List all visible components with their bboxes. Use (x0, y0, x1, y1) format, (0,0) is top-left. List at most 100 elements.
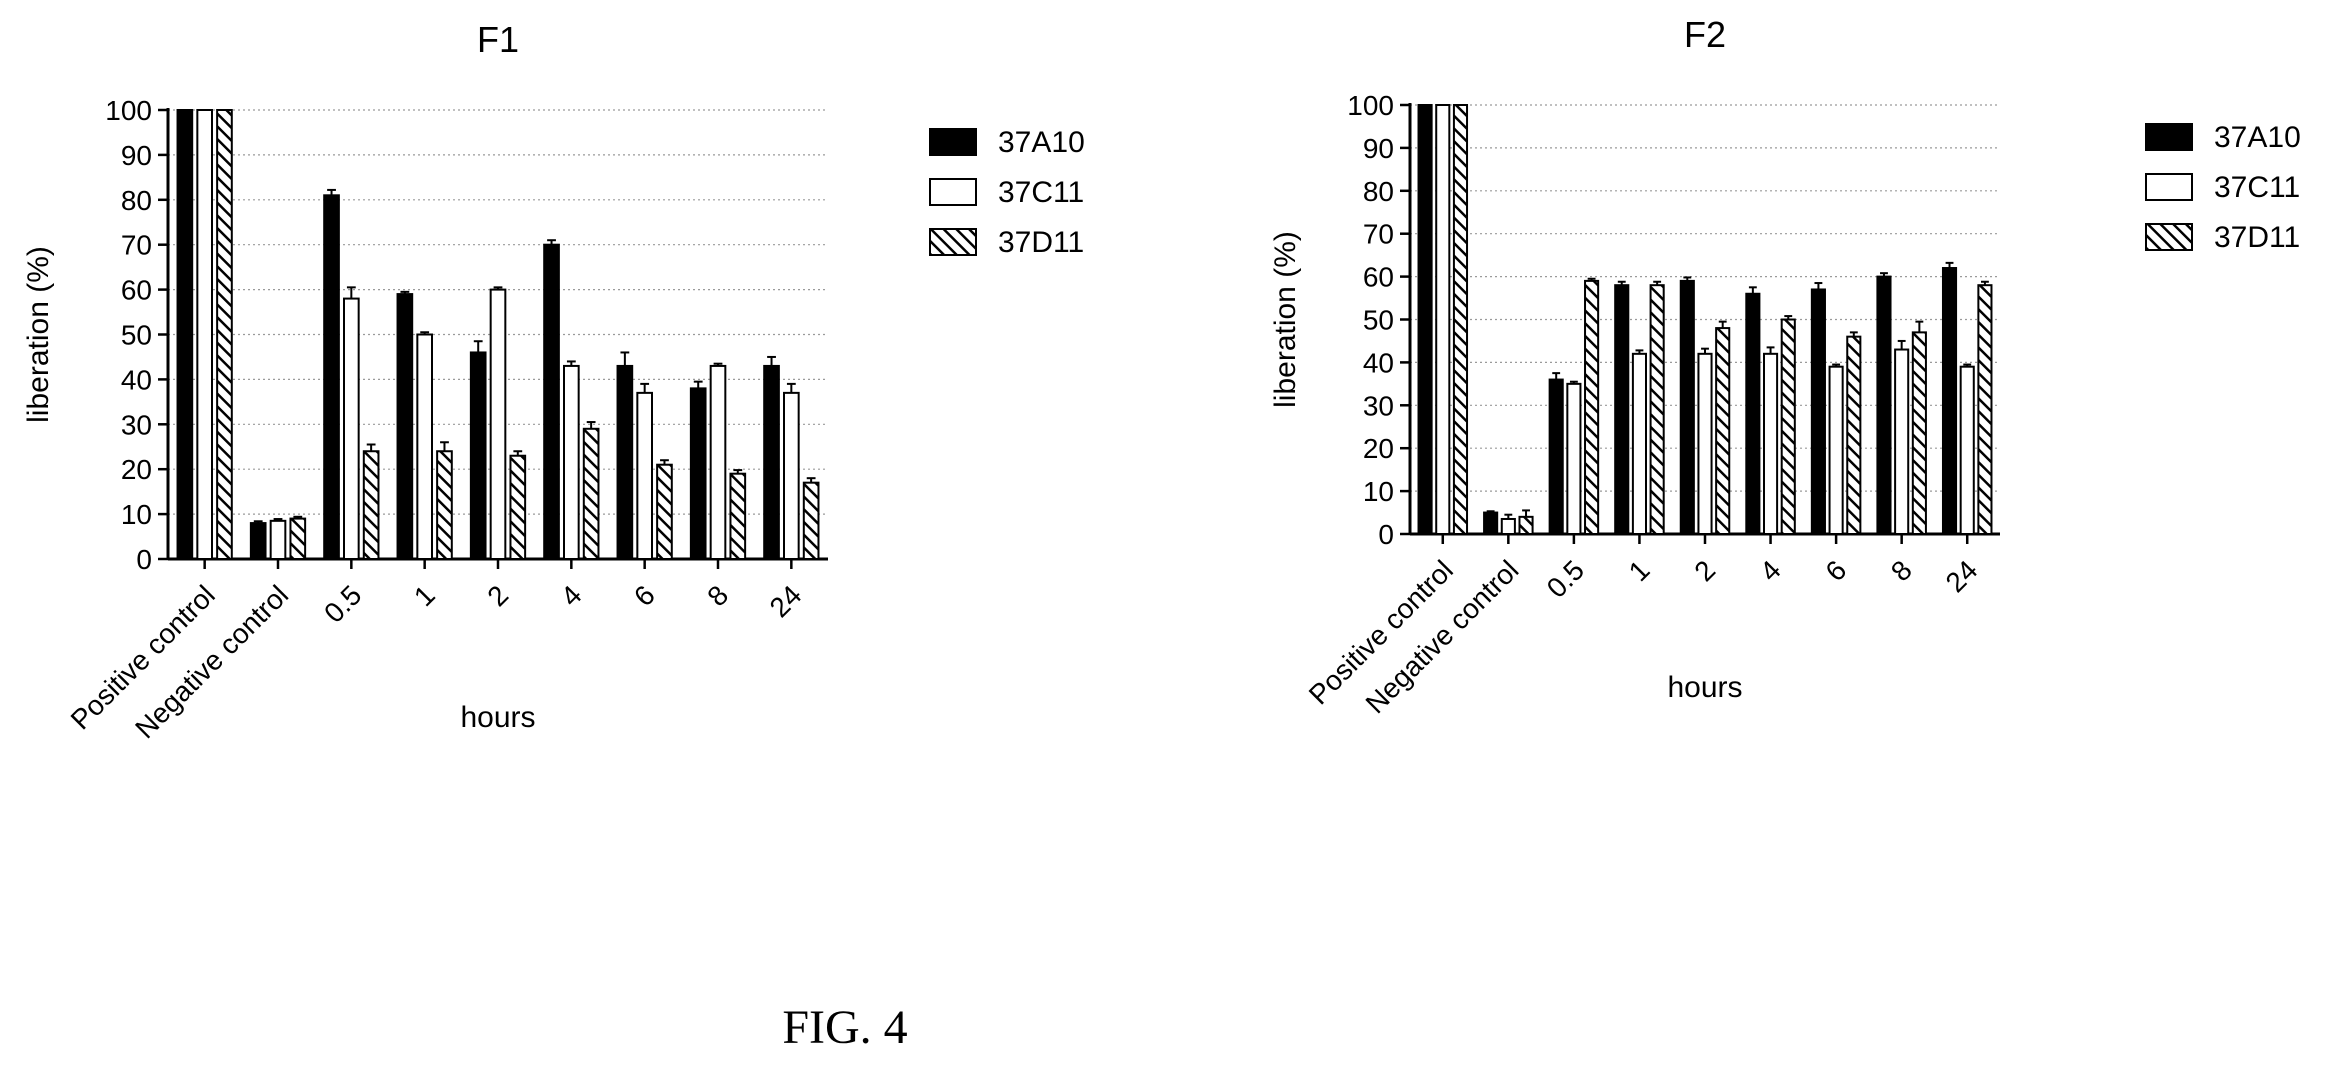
y-tick-label: 70 (1363, 219, 1394, 250)
y-tick-label: 50 (121, 320, 152, 351)
bar-37d11-1 (1649, 284, 1665, 535)
bar-37d11-0-5 (362, 450, 380, 560)
bar-37c11-8 (709, 364, 727, 560)
chart-title: F2 (1684, 14, 1726, 55)
legend-label-37a10: 37A10 (998, 126, 1085, 159)
bar-37a10-negative-control (249, 522, 267, 561)
bar-37c11-4 (563, 364, 580, 560)
x-axis-label: hours (460, 701, 535, 734)
x-tick-label: 24 (764, 579, 808, 623)
y-axis-label: liberation (%) (22, 246, 55, 423)
bar-37d11-8 (729, 472, 747, 560)
bar-37d11-4 (1780, 318, 1796, 535)
bar-37d11-8 (1911, 331, 1927, 535)
x-tick-label: 4 (555, 579, 588, 612)
y-tick-label: 0 (1378, 519, 1394, 550)
legend-swatch-37d11 (929, 228, 977, 256)
bar-37d11-6 (656, 463, 673, 560)
bar-37a10-6 (616, 364, 634, 560)
bar-37c11-0-5 (1566, 382, 1582, 535)
bar-37d11-2 (509, 454, 527, 561)
legend-label-37a10: 37A10 (2214, 121, 2301, 154)
x-tick-label: 4 (1754, 554, 1787, 587)
bar-37d11-2 (1715, 327, 1731, 535)
bar-37d11-24 (1977, 284, 1993, 535)
bar-37a10-24 (763, 364, 780, 560)
bar-37c11-negative-control (1500, 517, 1516, 535)
bar-37c11-2 (1697, 352, 1713, 535)
y-tick-label: 90 (1363, 133, 1394, 164)
bar-37a10-0-5 (1548, 378, 1564, 535)
bar-37a10-2 (469, 351, 487, 560)
y-tick-label: 20 (121, 454, 152, 485)
y-tick-label: 10 (1363, 476, 1394, 507)
bar-37d11-negative-control (289, 517, 307, 561)
legend-swatch-37a10 (2145, 123, 2193, 151)
legend-swatch-37d11 (2145, 223, 2193, 251)
bar-37c11-24 (1959, 365, 1975, 535)
bar-37d11-4 (582, 427, 600, 561)
x-tick-label: 0.5 (1541, 554, 1590, 603)
x-tick-label: 2 (481, 579, 514, 612)
bar-37c11-6 (636, 391, 653, 560)
bar-37a10-positive-control (1417, 104, 1433, 535)
bar-37a10-2 (1679, 279, 1695, 536)
bar-37d11-positive-control (216, 109, 233, 560)
bar-37c11-4 (1763, 352, 1779, 535)
legend-label-37d11: 37D11 (2214, 221, 2300, 254)
bar-37a10-positive-control (176, 109, 194, 560)
y-tick-label: 50 (1363, 305, 1394, 336)
figure-caption: FIG. 4 (782, 1001, 907, 1054)
x-tick-label: 1 (408, 579, 441, 612)
bar-37a10-8 (689, 387, 707, 560)
y-tick-label: 40 (1363, 347, 1394, 378)
y-tick-label: 100 (105, 95, 152, 126)
bar-37a10-6 (1810, 288, 1826, 535)
x-tick-label: 0.5 (318, 579, 367, 628)
y-tick-label: 90 (121, 140, 152, 171)
bar-37d11-6 (1846, 335, 1862, 535)
bar-37d11-0-5 (1584, 279, 1600, 536)
bar-37c11-positive-control (196, 109, 213, 560)
x-tick-label: 8 (701, 579, 734, 612)
y-tick-label: 30 (121, 409, 152, 440)
y-tick-label: 0 (136, 544, 152, 575)
bar-37c11-1 (1631, 352, 1648, 535)
bar-37d11-negative-control (1518, 515, 1534, 536)
y-tick-label: 60 (1363, 262, 1394, 293)
x-tick-label: 6 (628, 579, 661, 612)
legend-swatch-37c11 (929, 178, 977, 206)
bar-37a10-24 (1941, 267, 1958, 535)
chart-title: F1 (477, 19, 519, 60)
y-tick-label: 20 (1363, 433, 1394, 464)
legend-swatch-37c11 (2145, 173, 2193, 201)
y-tick-label: 80 (1363, 176, 1394, 207)
legend-swatch-37a10 (929, 128, 977, 156)
y-axis-label: liberation (%) (1269, 231, 1302, 408)
legend-label-37d11: 37D11 (998, 226, 1084, 259)
y-tick-label: 30 (1363, 390, 1394, 421)
legend-label-37c11: 37C11 (2214, 171, 2300, 204)
x-tick-label: 1 (1623, 554, 1656, 587)
bar-37a10-negative-control (1483, 511, 1499, 535)
bar-37a10-4 (543, 243, 560, 560)
legend-label-37c11: 37C11 (998, 176, 1084, 209)
y-tick-label: 100 (1347, 90, 1394, 121)
bar-37d11-1 (436, 450, 453, 560)
bar-37d11-positive-control (1452, 104, 1469, 535)
bar-37c11-1 (416, 333, 434, 560)
x-tick-label: 2 (1688, 554, 1721, 587)
y-tick-label: 60 (121, 275, 152, 306)
bar-37d11-24 (802, 481, 820, 561)
bar-37c11-6 (1828, 365, 1844, 535)
bar-37a10-1 (396, 293, 414, 560)
y-tick-label: 80 (121, 185, 152, 216)
x-tick-label: 24 (1940, 554, 1984, 598)
bar-37c11-0-5 (343, 297, 360, 560)
bar-37c11-2 (489, 288, 507, 560)
x-axis-label: hours (1667, 671, 1742, 704)
bar-37a10-1 (1614, 284, 1630, 535)
